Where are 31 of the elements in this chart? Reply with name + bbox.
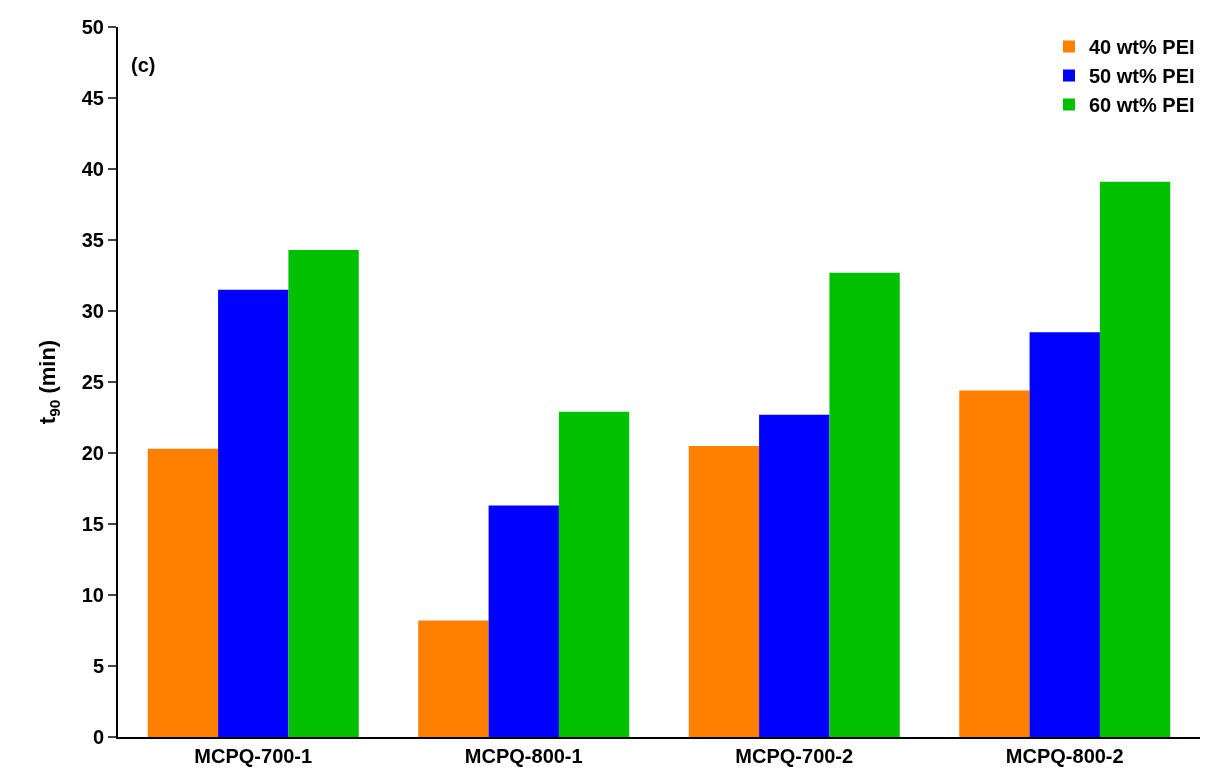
bar xyxy=(558,411,630,737)
y-tick-label: 5 xyxy=(92,655,104,677)
y-tick-label: 45 xyxy=(81,87,104,109)
bar xyxy=(688,445,760,737)
y-tick-label: 15 xyxy=(81,513,104,535)
bar xyxy=(147,448,219,737)
y-tick-label: 35 xyxy=(81,229,104,251)
y-tick-label: 20 xyxy=(81,442,104,464)
bar xyxy=(288,249,359,737)
y-tick-label: 40 xyxy=(81,158,104,180)
bar xyxy=(759,414,830,737)
y-tick-label: 10 xyxy=(81,584,104,606)
y-tick-label: 30 xyxy=(81,300,104,322)
x-tick-label: MCPQ-800-2 xyxy=(1005,745,1124,767)
bar xyxy=(1099,181,1171,737)
bar xyxy=(418,620,489,737)
bar xyxy=(1029,332,1100,737)
legend-label: 60 wt% PEI xyxy=(1089,94,1195,117)
bar xyxy=(829,272,900,737)
y-tick-label: 25 xyxy=(81,371,104,393)
x-tick-label: MCPQ-700-1 xyxy=(194,745,313,767)
bar xyxy=(488,505,559,737)
y-tick-label: 50 xyxy=(81,16,104,38)
x-tick-label: MCPQ-700-2 xyxy=(735,745,854,767)
y-tick-label: 0 xyxy=(92,726,104,748)
bar xyxy=(959,390,1030,737)
annotation: (c) xyxy=(131,54,156,76)
bar xyxy=(218,289,289,737)
x-tick-label: MCPQ-800-1 xyxy=(464,745,583,767)
legend-label: 50 wt% PEI xyxy=(1089,65,1195,88)
legend-label: 40 wt% PEI xyxy=(1089,36,1195,59)
